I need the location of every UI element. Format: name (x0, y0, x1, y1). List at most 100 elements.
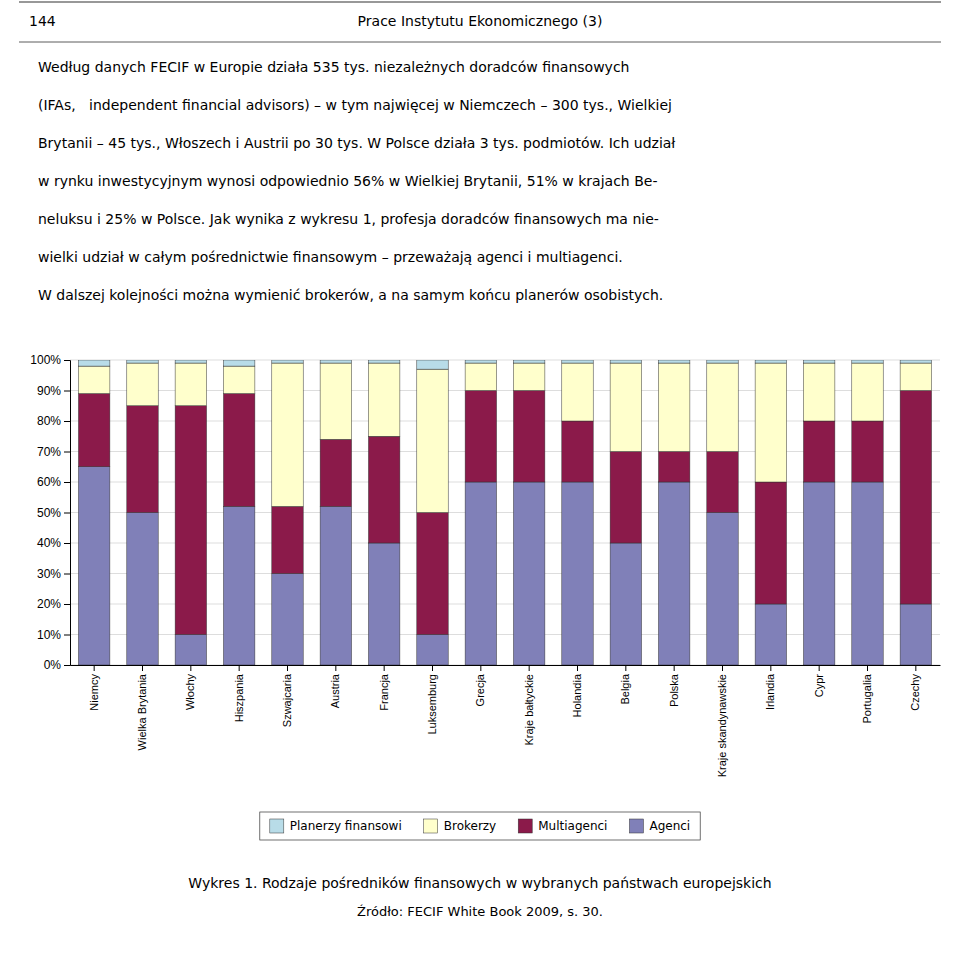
y-tick: 40% (37, 536, 70, 550)
y-tick-mark (64, 604, 70, 605)
y-axis: 0%10%20%30%40%50%60%70%80%90%100% (30, 353, 70, 672)
bar (127, 360, 158, 363)
y-tick: 80% (37, 414, 70, 428)
x-tick: Luksemburg (426, 665, 438, 735)
bar (658, 482, 689, 665)
bar (417, 360, 448, 369)
bar (78, 467, 109, 665)
bar-series (78, 363, 931, 512)
x-tick-mark (190, 665, 191, 671)
y-tick: 60% (37, 475, 70, 489)
bar (755, 363, 786, 482)
bar (513, 391, 544, 483)
bar (658, 360, 689, 363)
legend-frame (260, 812, 700, 840)
y-tick-mark (64, 452, 70, 453)
x-tick-mark (722, 665, 723, 671)
bar (900, 363, 931, 390)
bar (465, 363, 496, 390)
x-tick: Kraje skandynawskie (716, 665, 728, 777)
bar (320, 439, 351, 506)
bar (803, 421, 834, 482)
x-tick-mark (94, 665, 95, 671)
bar (272, 363, 303, 506)
legend-item: Agenci (629, 819, 690, 834)
bar (707, 513, 738, 666)
bar (900, 360, 931, 363)
x-tick-mark (239, 665, 240, 671)
y-tick-mark (64, 665, 70, 666)
bar (465, 482, 496, 665)
chart: 0%10%20%30%40%50%60%70%80%90%100%NiemcyW… (30, 353, 940, 777)
x-tick-mark (819, 665, 820, 671)
bar (272, 506, 303, 573)
bar (417, 635, 448, 666)
bar (368, 360, 399, 363)
x-tick: Portugalia (861, 665, 873, 724)
header: 144Prace Instytutu Ekonomicznego (3) (19, 2, 941, 42)
bar (175, 635, 206, 666)
y-tick-label: 10% (37, 628, 61, 642)
legend-item: Brokerzy (424, 819, 496, 834)
bar (562, 360, 593, 363)
bar (755, 482, 786, 604)
y-tick: 50% (37, 506, 70, 520)
x-tick-mark (674, 665, 675, 671)
bar (803, 482, 834, 665)
legend-swatch (424, 819, 438, 833)
x-tick: Włochy (184, 665, 196, 710)
x-tick-mark (867, 665, 868, 671)
x-tick: Wielka Brytania (136, 665, 148, 750)
x-tick: Niemcy (88, 665, 100, 711)
bar (707, 363, 738, 451)
bar (465, 391, 496, 483)
bar (803, 360, 834, 363)
y-tick-label: 90% (37, 384, 61, 398)
x-tick-label: Wielka Brytania (136, 673, 148, 750)
x-tick-label: Luksemburg (426, 674, 438, 735)
legend-item: Multiagenci (518, 819, 607, 834)
bar (610, 543, 641, 665)
x-tick-label: Kraje bałtyckie (523, 674, 535, 746)
bar (658, 363, 689, 451)
x-tick-label: Holandia (571, 673, 583, 717)
x-tick-label: Portugalia (861, 673, 873, 723)
y-tick: 0% (44, 658, 70, 672)
x-tick: Holandia (571, 665, 583, 717)
bar (175, 363, 206, 406)
bar-series (78, 391, 931, 635)
x-tick-label: Austria (329, 673, 341, 708)
y-tick: 30% (37, 567, 70, 581)
bar (707, 452, 738, 513)
bar (707, 360, 738, 363)
bar (320, 363, 351, 439)
bar (127, 363, 158, 406)
x-tick-mark (529, 665, 530, 671)
bar (852, 363, 883, 421)
body-line: W dalszej kolejności można wymienić brok… (38, 287, 663, 303)
bar (562, 482, 593, 665)
x-tick-label: Szwajcaria (281, 673, 293, 727)
y-tick-label: 30% (37, 567, 61, 581)
bar (175, 360, 206, 363)
x-tick-mark (915, 665, 916, 671)
bar (513, 363, 544, 390)
bar (852, 482, 883, 665)
bar (223, 394, 254, 507)
x-tick-label: Cypr (813, 674, 825, 698)
page: 144Prace Instytutu Ekonomicznego (3)Wedł… (0, 0, 960, 968)
y-tick-label: 60% (37, 475, 61, 489)
bar (223, 506, 254, 665)
x-tick: Grecja (474, 665, 486, 706)
x-tick: Francja (378, 665, 390, 711)
x-tick: Hiszpania (233, 665, 245, 722)
x-tick: Szwajcaria (281, 665, 293, 727)
bar (127, 406, 158, 513)
bar (465, 360, 496, 363)
bar (900, 391, 931, 605)
header-top-rule (19, 1, 941, 2)
bar (610, 452, 641, 544)
y-tick-label: 100% (30, 353, 61, 367)
bar (562, 421, 593, 482)
bars (78, 360, 931, 665)
